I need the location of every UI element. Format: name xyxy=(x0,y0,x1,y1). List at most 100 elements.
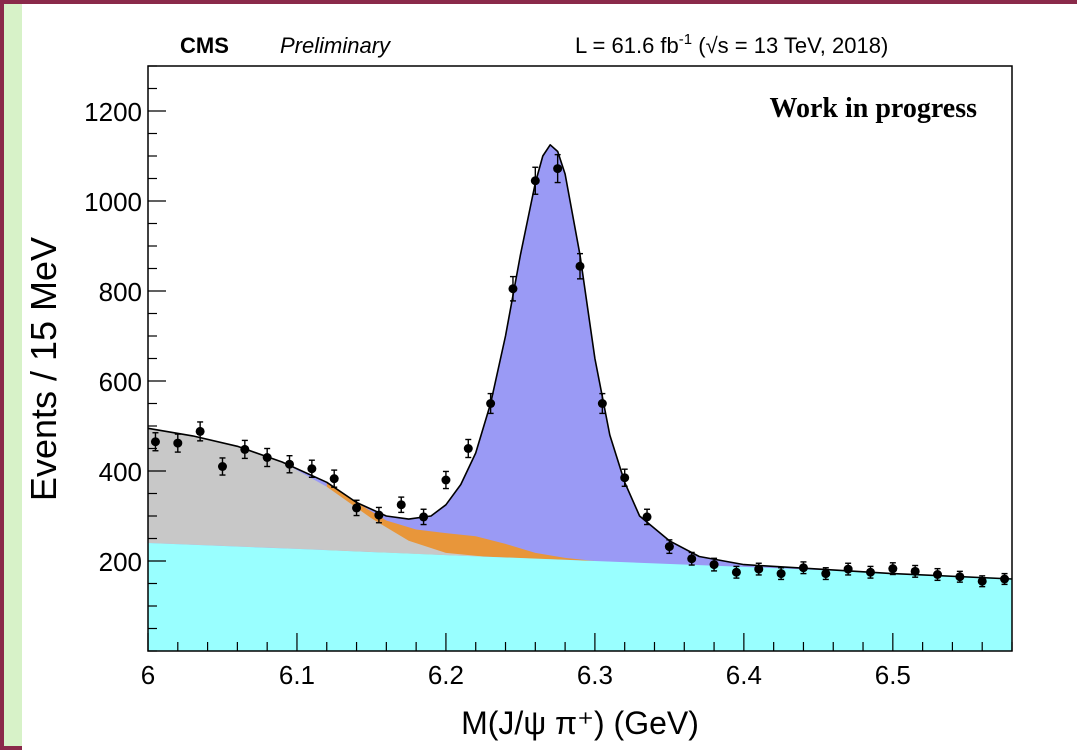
data-marker xyxy=(977,576,987,586)
data-marker xyxy=(396,500,406,510)
combinatorial-background-area xyxy=(148,543,1012,651)
y-tick-label: 800 xyxy=(99,277,142,307)
data-marker xyxy=(329,474,339,484)
y-tick-label: 200 xyxy=(99,547,142,577)
data-point xyxy=(664,539,674,555)
peaking-background-area xyxy=(148,428,484,557)
data-point xyxy=(642,508,652,526)
data-point xyxy=(285,455,295,474)
data-marker xyxy=(419,512,429,522)
y-axis-ticks: 200 400 600 800 1000 1200 xyxy=(84,65,166,652)
data-point xyxy=(195,421,205,442)
data-point xyxy=(486,392,496,415)
data-marker xyxy=(933,570,943,579)
data-point xyxy=(150,432,160,452)
lumi-label: L = 61.6 fb xyxy=(575,33,679,58)
x-tick-label: 6.5 xyxy=(875,660,911,690)
data-marker xyxy=(620,473,630,483)
data-point xyxy=(173,433,183,453)
data-point xyxy=(821,567,831,581)
data-marker xyxy=(597,399,607,408)
data-point xyxy=(910,564,920,578)
work-in-progress-label: Work in progress xyxy=(770,93,978,124)
data-point xyxy=(731,565,741,579)
data-marker xyxy=(888,564,898,574)
data-marker xyxy=(508,284,518,294)
lumi-energy: (√s = 13 TeV, 2018) xyxy=(692,33,888,58)
status-label: Preliminary xyxy=(280,33,392,58)
fit-components xyxy=(148,144,1012,652)
data-marker xyxy=(575,261,585,271)
data-point xyxy=(508,275,518,302)
data-point xyxy=(977,575,987,588)
data-point xyxy=(709,557,719,572)
data-marker xyxy=(865,567,875,577)
data-point xyxy=(419,508,429,526)
data-point xyxy=(262,447,272,468)
y-tick-label: 1200 xyxy=(84,97,142,127)
data-marker xyxy=(642,512,652,522)
data-point xyxy=(798,561,808,575)
data-marker xyxy=(910,566,920,576)
data-point xyxy=(553,153,563,184)
data-marker xyxy=(307,464,317,474)
y-axis-label: Events / 15 MeV xyxy=(23,237,64,501)
data-point xyxy=(620,468,630,487)
plot-panel: 6 6.1 6.2 6.3 6.4 6.5 200 400 600 800 1000 1200 CM… xyxy=(22,4,1077,750)
data-point xyxy=(441,470,451,490)
data-point xyxy=(463,438,473,459)
data-marker xyxy=(553,164,563,174)
data-marker xyxy=(240,444,250,454)
data-point xyxy=(352,499,362,517)
data-marker xyxy=(150,437,160,447)
data-marker xyxy=(821,569,831,579)
data-marker xyxy=(441,475,451,485)
data-point xyxy=(888,562,898,576)
data-marker xyxy=(173,438,183,448)
data-marker xyxy=(709,560,719,570)
y-tick-label: 400 xyxy=(99,457,142,487)
data-marker xyxy=(486,399,496,408)
data-point xyxy=(955,570,965,583)
data-marker xyxy=(843,564,853,574)
y-tick-label: 600 xyxy=(99,367,142,397)
data-points xyxy=(150,153,1010,588)
data-marker xyxy=(217,462,227,471)
x-tick-label: 6 xyxy=(141,660,155,690)
data-marker xyxy=(285,459,295,469)
x-tick-label: 6.4 xyxy=(726,660,762,690)
data-marker xyxy=(463,444,473,453)
data-point xyxy=(933,567,943,582)
data-marker xyxy=(1000,574,1010,584)
experiment-label: CMS xyxy=(180,33,229,58)
header-experiment: CMS xyxy=(180,33,229,58)
header-status: Preliminary xyxy=(280,33,392,58)
data-point xyxy=(307,459,317,478)
data-point xyxy=(329,469,339,488)
data-marker xyxy=(374,510,384,520)
data-point xyxy=(597,392,607,415)
data-marker xyxy=(754,564,764,574)
data-marker xyxy=(195,426,205,436)
data-point xyxy=(240,439,250,460)
mass-spectrum-chart: 6 6.1 6.2 6.3 6.4 6.5 200 400 600 800 1000 1200 CM… xyxy=(23,31,1013,741)
x-tick-label: 6.3 xyxy=(577,660,613,690)
data-point xyxy=(396,496,406,514)
data-point xyxy=(687,551,697,566)
y-tick-label: 1000 xyxy=(84,187,142,217)
data-marker xyxy=(776,569,786,579)
x-tick-label: 6.2 xyxy=(428,660,464,690)
data-point xyxy=(575,252,585,280)
data-marker xyxy=(262,453,272,462)
data-point xyxy=(530,166,540,195)
data-marker xyxy=(955,572,965,582)
data-marker xyxy=(664,542,674,552)
data-point xyxy=(217,457,227,476)
data-marker xyxy=(687,554,697,564)
x-axis-label: M(J/ψ π⁺) (GeV) xyxy=(461,705,699,741)
data-point xyxy=(754,562,764,576)
data-point xyxy=(1000,572,1010,586)
data-point xyxy=(374,506,384,524)
header-luminosity: L = 61.6 fb-1 (√s = 13 TeV, 2018) xyxy=(575,31,888,58)
x-tick-label: 6.1 xyxy=(279,660,315,690)
